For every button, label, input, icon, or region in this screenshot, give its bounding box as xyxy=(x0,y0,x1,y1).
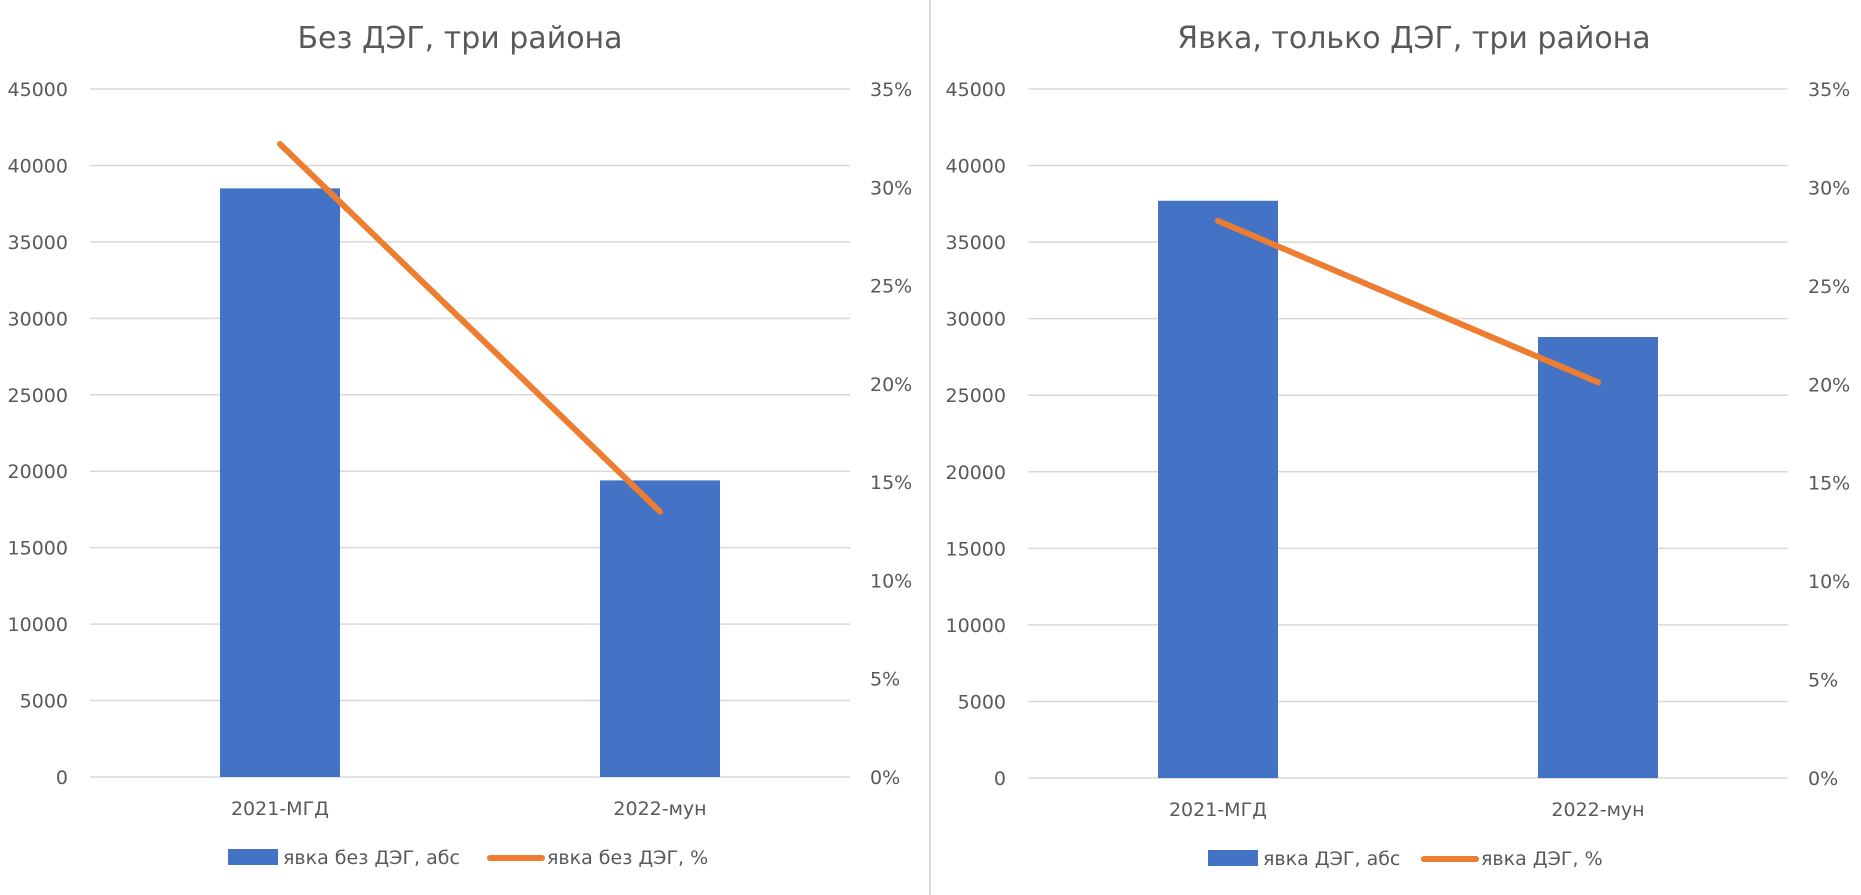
chart-1-left-tick-label: 5000 xyxy=(20,691,68,713)
chart-1-left-tick-label: 40000 xyxy=(8,155,68,177)
chart-2-left-tick-label: 0 xyxy=(994,768,1006,790)
chart-1-left-tick-label: 20000 xyxy=(8,461,68,483)
chart-2-left-tick-label: 25000 xyxy=(946,385,1006,407)
chart-1-right-tick-label: 25% xyxy=(870,276,912,298)
chart-2-line-series xyxy=(1215,217,1601,386)
chart-1-line-series xyxy=(277,141,663,515)
chart-1-legend-line-label: явка без ДЭГ, % xyxy=(547,847,708,869)
chart-1-left-tick-label: 30000 xyxy=(8,308,68,330)
chart-2-title: Явка, только ДЭГ, три района xyxy=(1177,21,1650,56)
chart-1-right-tick-label: 10% xyxy=(870,570,912,592)
chart-1-right-tick-label: 15% xyxy=(870,472,912,494)
chart-1-right-tick-label: 20% xyxy=(870,374,912,396)
chart-2-left-tick-label: 10000 xyxy=(946,615,1006,637)
chart-1-right-tick-label: 30% xyxy=(870,177,912,199)
chart-2-category-label: 2021-МГД xyxy=(1169,799,1267,821)
chart-2-left-tick-label: 20000 xyxy=(946,462,1006,484)
chart-2-left-tick-label: 5000 xyxy=(958,691,1006,713)
chart-1-left-tick-label: 45000 xyxy=(8,79,68,101)
chart-2-left-tick-label: 35000 xyxy=(946,232,1006,254)
chart-2-category-label: 2022-мун xyxy=(1551,799,1644,821)
chart-1-left-tick-label: 0 xyxy=(56,767,68,789)
chart-1-legend-bar-label: явка без ДЭГ, абс xyxy=(283,847,460,869)
chart-1-left-tick-label: 10000 xyxy=(8,614,68,636)
chart-1-right-tick-label: 0% xyxy=(870,767,900,789)
chart-1-category-label: 2021-МГД xyxy=(231,798,329,820)
chart-2-bar xyxy=(1538,337,1658,778)
chart-2-bar xyxy=(1158,200,1278,778)
chart-1-category-label: 2022-мун xyxy=(613,798,706,820)
chart-2-left-tick-label: 40000 xyxy=(946,156,1006,178)
chart-2-right-tick-label: 20% xyxy=(1808,374,1850,396)
chart-1-bar xyxy=(600,480,720,777)
chart-1-legend-bar-swatch xyxy=(228,849,278,865)
chart-2-left-tick-label: 15000 xyxy=(946,538,1006,560)
chart-2-right-tick-label: 15% xyxy=(1808,473,1850,495)
chart-1-title: Без ДЭГ, три района xyxy=(297,21,622,56)
chart-2-right-tick-label: 0% xyxy=(1808,768,1838,790)
chart-2-right-tick-label: 30% xyxy=(1808,177,1850,199)
chart-2-legend-bar-label: явка ДЭГ, абс xyxy=(1263,848,1400,870)
chart-2-right-tick-label: 5% xyxy=(1808,670,1838,692)
chart-1-left-tick-label: 15000 xyxy=(8,538,68,560)
chart-1-bar xyxy=(220,188,340,777)
chart-2-left-tick-label: 30000 xyxy=(946,309,1006,331)
chart-1-right-tick-label: 35% xyxy=(870,79,912,101)
chart-1-left-tick-label: 25000 xyxy=(8,385,68,407)
chart-2-left-tick-label: 45000 xyxy=(946,79,1006,101)
chart-2-legend-bar-swatch xyxy=(1208,850,1258,866)
chart-2-right-tick-label: 25% xyxy=(1808,276,1850,298)
chart-2-right-tick-label: 10% xyxy=(1808,571,1850,593)
chart-2-right-tick-label: 35% xyxy=(1808,79,1850,101)
chart-1-right-tick-label: 5% xyxy=(870,669,900,691)
chart-1-left-tick-label: 35000 xyxy=(8,232,68,254)
chart-2-legend-line-label: явка ДЭГ, % xyxy=(1481,848,1603,870)
